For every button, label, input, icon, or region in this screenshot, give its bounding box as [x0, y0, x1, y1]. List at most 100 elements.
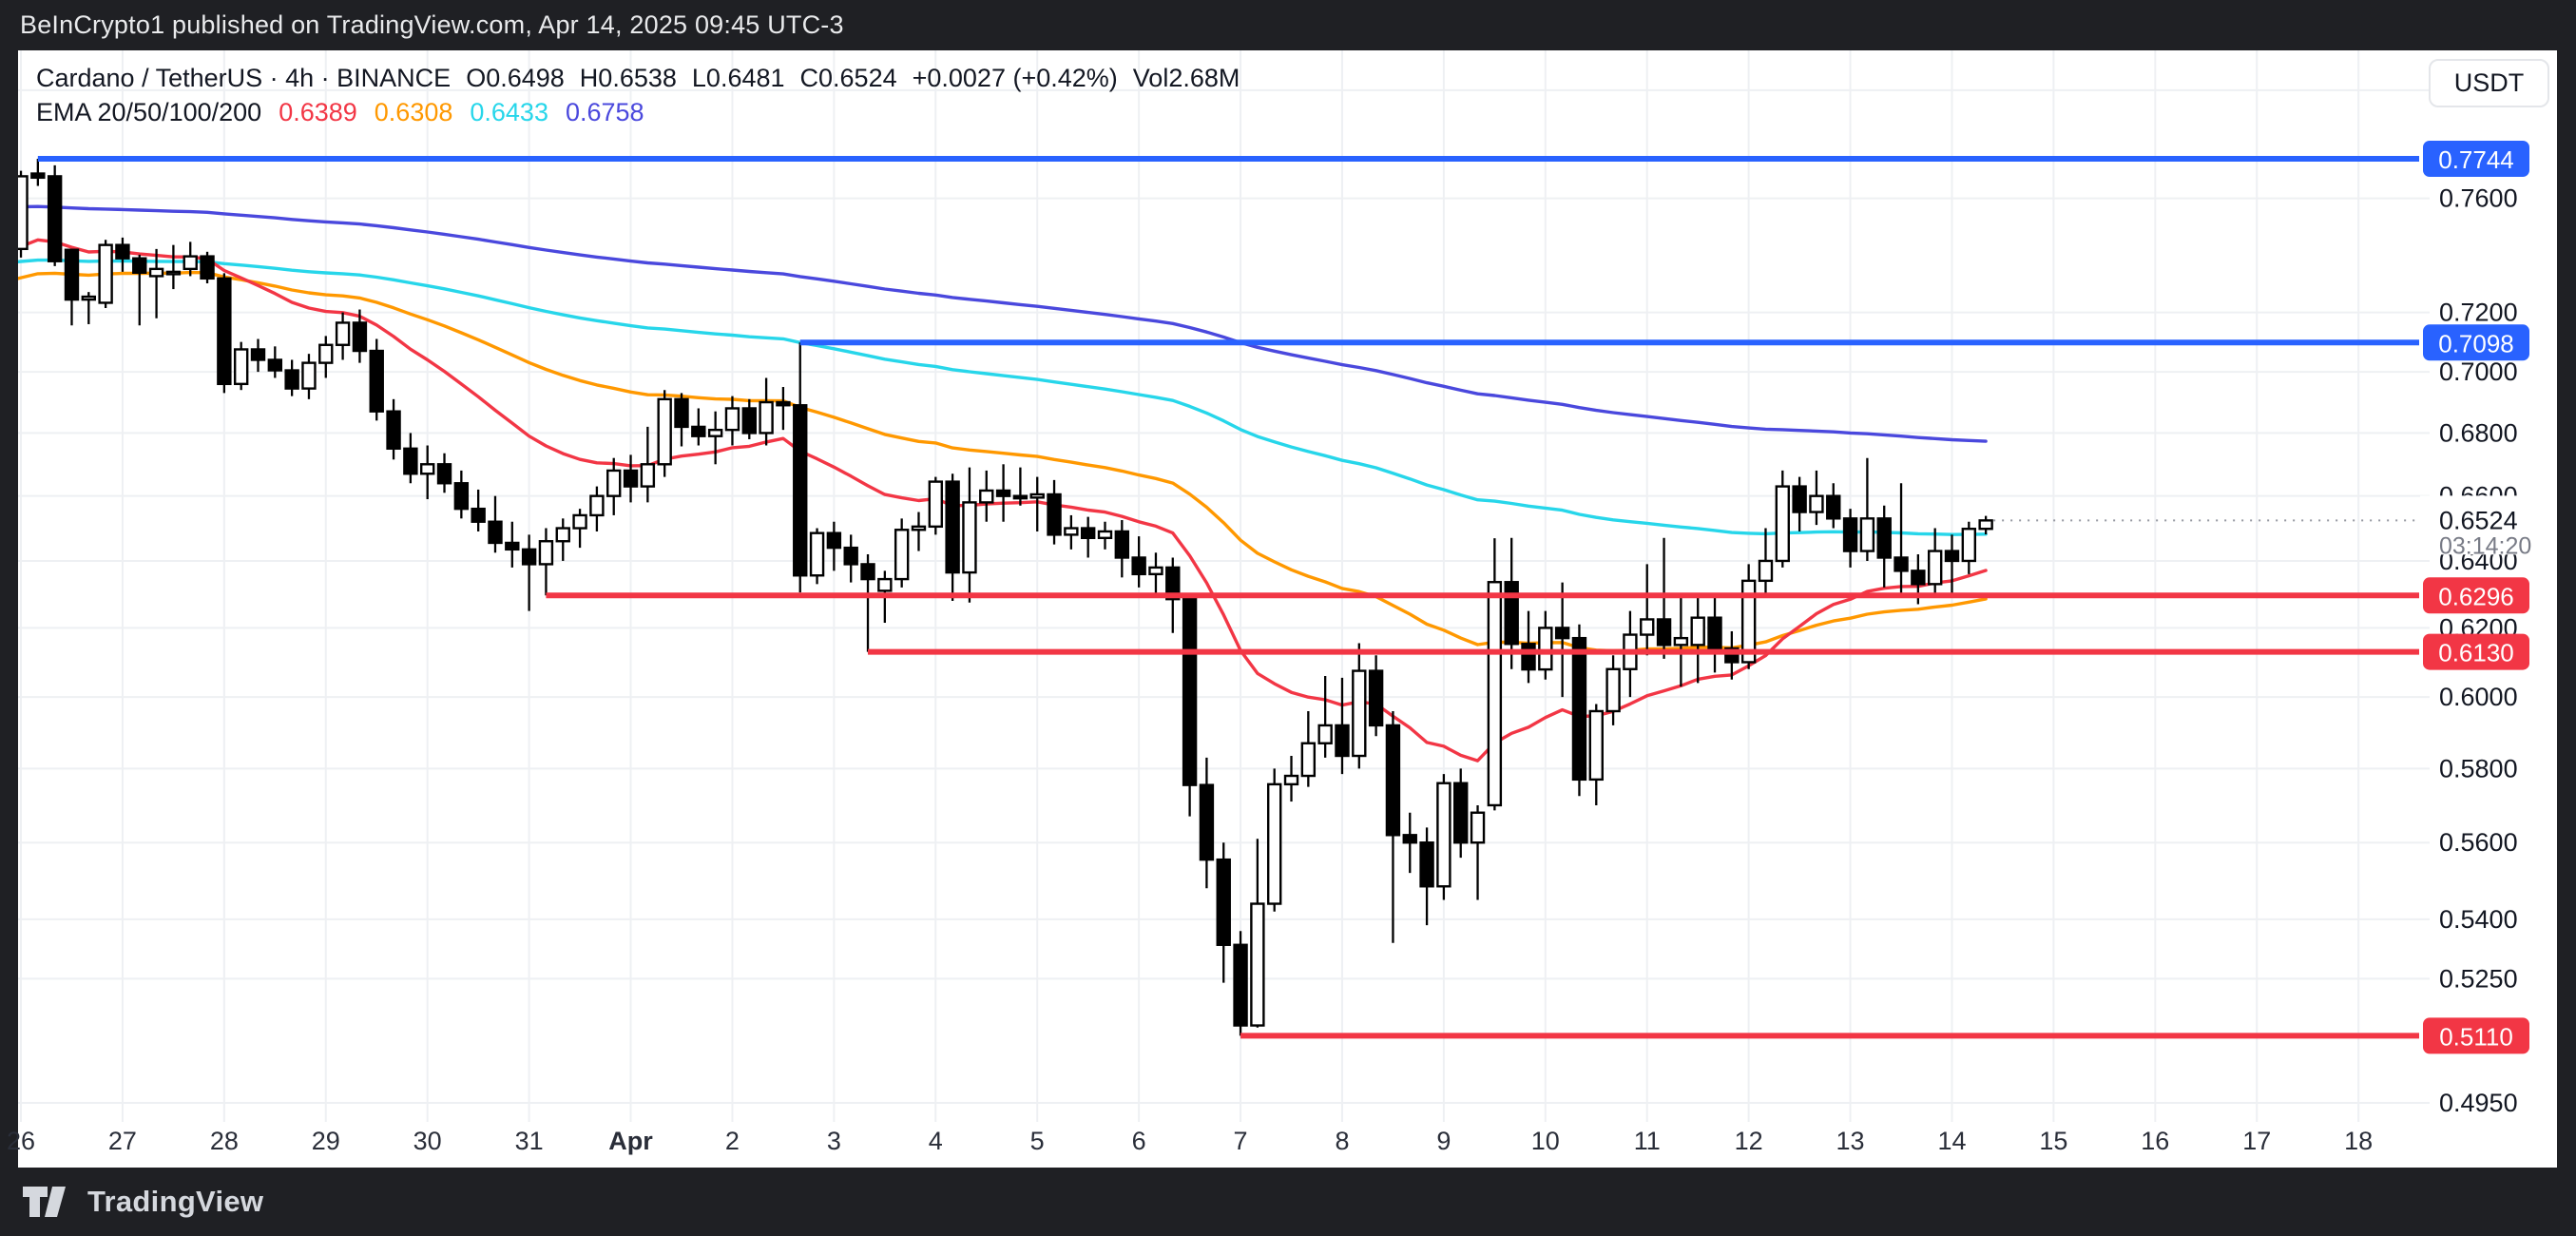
candle-body [115, 243, 130, 260]
candle-body [165, 270, 182, 276]
candle-body [826, 531, 842, 550]
candle-body [420, 463, 435, 475]
candle-body [267, 358, 283, 372]
candle-body [352, 321, 368, 353]
candle-body [1961, 528, 1977, 563]
candle-body [911, 525, 927, 531]
chart-panel [18, 50, 2557, 1168]
candle-body [521, 548, 537, 566]
candle-body [1097, 530, 1113, 540]
ema-100-line [18, 258, 1988, 536]
candle-body [1436, 782, 1451, 888]
candle-body [505, 541, 520, 551]
candle-body [1266, 782, 1282, 905]
price-tick-label: 0.5800 [2439, 754, 2518, 782]
candle-body [1978, 519, 1993, 531]
candle-body [1690, 616, 1705, 647]
symbol-title[interactable]: Cardano / TetherUS · 4h · BINANCE [36, 64, 452, 92]
candle-body [793, 404, 808, 577]
candle-body [776, 400, 791, 407]
candle-body [724, 407, 740, 432]
candle-body [1165, 566, 1181, 601]
price-tick-label: 0.7200 [2439, 299, 2518, 327]
candle-body [436, 463, 452, 485]
volume: Vol2.68M [1132, 64, 1240, 92]
candle-body [1876, 517, 1892, 559]
candle-body [1707, 616, 1722, 650]
candle-body [1927, 550, 1943, 586]
candle-body [1605, 667, 1621, 713]
candle-body [640, 463, 656, 488]
candle-body [1826, 494, 1841, 520]
time-tick-label: 11 [1634, 1127, 1661, 1155]
price-tick-label: 0.7000 [2439, 357, 2518, 386]
ohlc-high: H0.6538 [579, 64, 677, 92]
candle-body [759, 400, 774, 435]
time-tick-label: 8 [1335, 1127, 1349, 1155]
price-tick-label: 0.6800 [2439, 418, 2518, 447]
tradingview-brand[interactable]: TradingView [87, 1185, 264, 1218]
candle-body [928, 480, 943, 529]
price-badge-0.6130[interactable] [2423, 633, 2529, 670]
time-tick-label: 3 [827, 1127, 841, 1155]
price-badge-0.6296[interactable] [2423, 577, 2529, 614]
ema50-value: 0.6308 [374, 98, 453, 126]
price-tick-label: 0.5250 [2439, 964, 2518, 993]
candle-body [200, 255, 215, 280]
symbol-legend-row: Cardano / TetherUS · 4h · BINANCE O0.649… [36, 61, 1240, 95]
time-tick-label: 7 [1234, 1127, 1248, 1155]
publication-header: BeInCrypto1 published on TradingView.com… [0, 0, 2576, 50]
candle-body [369, 349, 384, 413]
candle-body [809, 531, 825, 577]
price-badge-label: 0.7744 [2438, 145, 2514, 174]
price-badge-0.7098[interactable] [2423, 324, 2529, 361]
candle-body [1250, 902, 1265, 1027]
tradingview-logo-icon[interactable] [21, 1185, 76, 1219]
candle-body [538, 540, 554, 566]
candle-body [657, 397, 672, 466]
time-tick-label: 26 [7, 1127, 35, 1155]
price-badge-0.7744[interactable] [2423, 141, 2529, 177]
candle-body [0, 221, 10, 249]
ohlc-low: L0.6481 [691, 64, 785, 92]
candle-body [386, 410, 401, 451]
candle-body [64, 248, 80, 301]
time-tick-label: 4 [929, 1127, 943, 1155]
time-tick-label: 2 [725, 1127, 740, 1155]
time-axis[interactable]: 26 27 28 29 30 31 Apr 2 3 4 5 6 7 8 9 10 11 12 13 14 15 16 17 1… [7, 1127, 2373, 1155]
candle-body [674, 397, 689, 429]
candle-body [1740, 579, 1757, 664]
candle-body [1842, 517, 1858, 552]
price-tick-label: 0.5600 [2439, 828, 2518, 857]
time-tick-label: 12 [1735, 1127, 1763, 1155]
price-badge-0.5110[interactable] [2423, 1017, 2529, 1054]
candle-body [589, 494, 605, 517]
candle-body [1453, 782, 1469, 844]
candle-body [1352, 669, 1367, 758]
time-tick-label: 30 [413, 1127, 442, 1155]
candle-body [1521, 643, 1536, 671]
candle-body [233, 348, 249, 386]
candle-body [1335, 724, 1350, 758]
candle-countdown: 03:14:20 [2439, 532, 2531, 559]
time-tick-label: 31 [515, 1127, 544, 1155]
candle-body [1419, 841, 1434, 888]
candle-body [1487, 581, 1503, 807]
candle-body [1656, 618, 1672, 647]
candle-body [606, 469, 622, 497]
candle-body [47, 175, 63, 262]
indicator-legend-row: EMA 20/50/100/200 0.6389 0.6308 0.6433 0… [36, 95, 1240, 129]
candle-body [81, 295, 97, 301]
indicator-title[interactable]: EMA 20/50/100/200 [36, 98, 262, 126]
candle-body [1131, 556, 1146, 576]
candle-body [1859, 517, 1875, 552]
currency-unit-label: USDT [2453, 68, 2525, 97]
currency-unit-button[interactable]: USDT [2429, 59, 2549, 107]
time-tick-label: 27 [108, 1127, 137, 1155]
time-tick-label: 16 [2141, 1127, 2169, 1155]
price-axis[interactable]: 0.76000.72000.70000.68000.66000.64000.62… [2420, 141, 2556, 1117]
ema-200-line [18, 204, 1988, 443]
candle-body [1064, 527, 1079, 536]
